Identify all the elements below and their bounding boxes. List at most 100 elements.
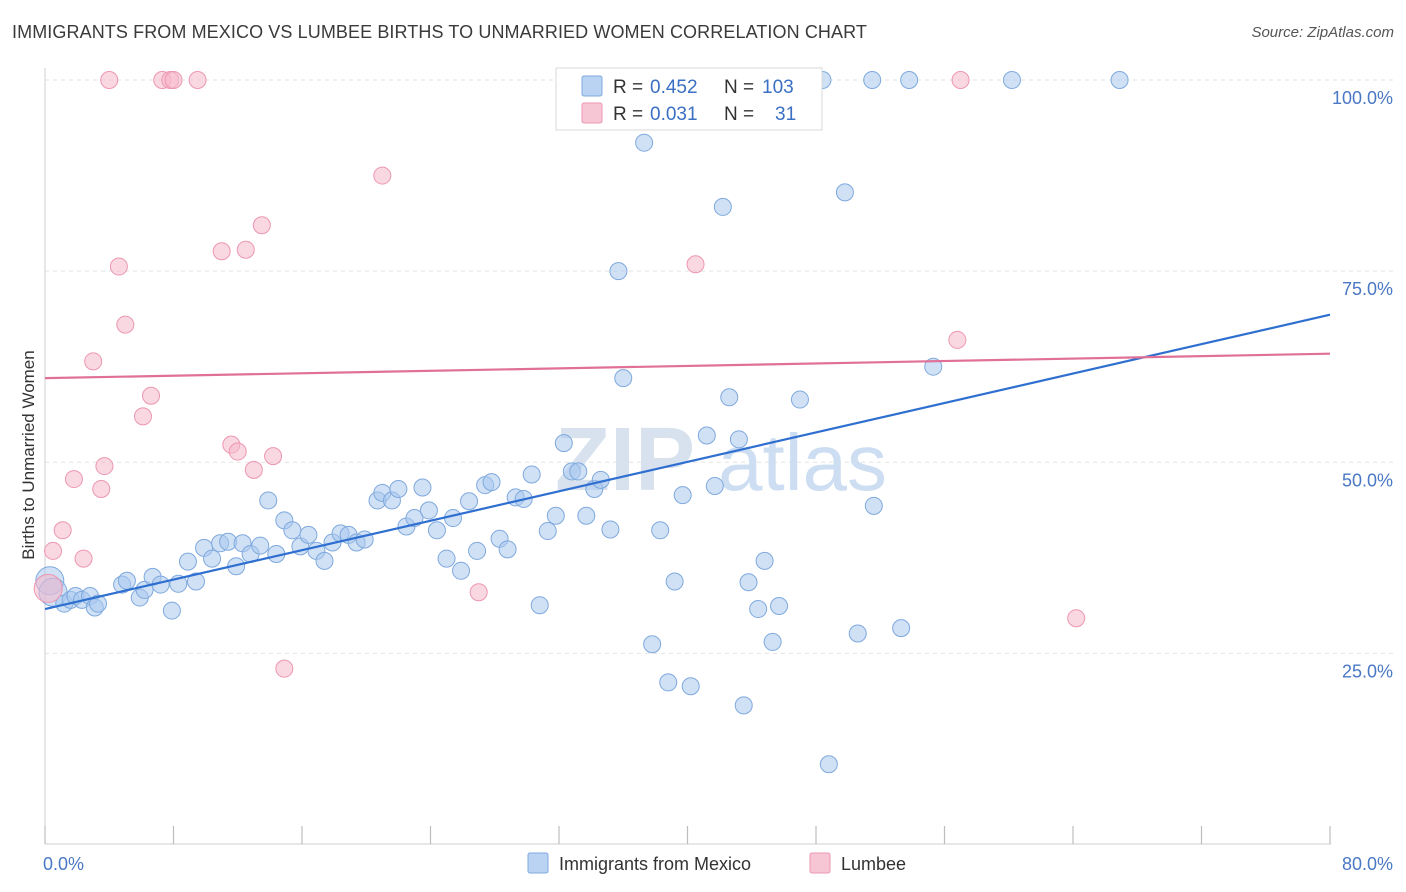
bottom-legend: Immigrants from Mexico Lumbee xyxy=(527,852,906,874)
trend-lines xyxy=(44,313,1331,611)
legend-n-value-mexico: 103 xyxy=(762,77,794,98)
lumbee-point xyxy=(686,255,705,274)
y-tick-labels: 100.0% 75.0% 50.0% 25.0% xyxy=(1332,88,1393,681)
lumbee-point xyxy=(95,457,114,476)
lumbee-trend-line xyxy=(44,352,1331,380)
mexico-point xyxy=(863,71,882,89)
lumbee-point xyxy=(244,460,263,479)
mexico-point xyxy=(763,632,782,651)
bottom-legend-swatch-mexico xyxy=(527,852,549,874)
y-tick-label: 100.0% xyxy=(1332,88,1393,108)
mexico-point xyxy=(713,197,732,216)
mexico-point xyxy=(790,390,809,409)
mexico-point xyxy=(720,388,739,407)
lumbee-point xyxy=(948,330,967,349)
y-tick-label: 50.0% xyxy=(1342,470,1393,490)
lumbee-point xyxy=(116,315,135,334)
mexico-point xyxy=(162,601,181,620)
mexico-point xyxy=(635,133,654,152)
lumbee-point xyxy=(212,242,231,261)
lumbee-point xyxy=(74,549,93,568)
watermark-zip: ZIP xyxy=(555,410,695,510)
mexico-point xyxy=(614,369,633,388)
mexico-point xyxy=(665,572,684,591)
mexico-point xyxy=(924,357,943,376)
mexico-point xyxy=(755,551,774,570)
mexico-point xyxy=(673,486,692,505)
mexico-point xyxy=(697,426,716,445)
mexico-point xyxy=(389,480,408,499)
mexico-point xyxy=(427,521,446,540)
lumbee-point xyxy=(951,71,970,89)
legend-n-label-lumbee: N = xyxy=(724,104,754,125)
mexico-point xyxy=(178,552,197,571)
mexico-point xyxy=(900,71,919,89)
mexico-point xyxy=(569,462,588,481)
mexico-point xyxy=(413,478,432,497)
bottom-legend-label-lumbee: Lumbee xyxy=(841,854,906,874)
mexico-point xyxy=(681,677,700,696)
mexico-point xyxy=(468,541,487,560)
mexico-trend-line xyxy=(44,313,1331,611)
y-axis-label: Births to Unmarried Women xyxy=(19,350,38,559)
mexico-point xyxy=(452,561,471,580)
mexico-point xyxy=(609,262,628,281)
lumbee-point xyxy=(1067,609,1086,628)
legend-r-label-lumbee: R = xyxy=(613,104,643,125)
chart-title: IMMIGRANTS FROM MEXICO VS LUMBEE BIRTHS … xyxy=(12,22,868,42)
watermark-atlas: atlas xyxy=(718,418,887,507)
lumbee-point xyxy=(84,352,103,371)
lumbee-point xyxy=(53,521,72,540)
mexico-point xyxy=(848,624,867,643)
mexico-point xyxy=(530,596,549,615)
x-tick-label: 80.0% xyxy=(1342,854,1393,874)
mexico-point xyxy=(251,536,270,555)
mexico-point xyxy=(1110,71,1129,89)
legend-n-value-lumbee: 31 xyxy=(775,104,796,125)
mexico-point xyxy=(117,571,136,590)
legend-n-label-mexico: N = xyxy=(724,77,754,98)
mexico-point xyxy=(659,673,678,692)
legend-swatch-mexico xyxy=(581,75,603,97)
legend-r-value-lumbee: 0.031 xyxy=(650,104,698,125)
lumbee-point xyxy=(44,541,63,560)
data-points xyxy=(33,71,1129,774)
mexico-point xyxy=(577,506,596,525)
lumbee-point xyxy=(164,71,183,89)
lumbee-point xyxy=(133,407,152,426)
mexico-point xyxy=(419,501,438,520)
mexico-point xyxy=(601,520,620,539)
legend-swatch-lumbee xyxy=(581,102,603,124)
mexico-point xyxy=(554,434,573,453)
mexico-point xyxy=(259,491,278,510)
mexico-point xyxy=(705,476,724,495)
mexico-point xyxy=(299,525,318,544)
mexico-point xyxy=(186,572,205,591)
y-tick-label: 25.0% xyxy=(1342,661,1393,681)
lumbee-point xyxy=(142,386,161,405)
mexico-point xyxy=(546,506,565,525)
mexico-point xyxy=(315,551,334,570)
mexico-point xyxy=(835,183,854,202)
mexico-point xyxy=(460,492,479,511)
mexico-point xyxy=(437,549,456,568)
grid-lines xyxy=(45,79,1395,654)
lumbee-point xyxy=(64,470,83,489)
mexico-point xyxy=(864,496,883,515)
legend-r-label-mexico: R = xyxy=(613,77,643,98)
mexico-point xyxy=(749,600,768,619)
mexico-point xyxy=(498,540,517,559)
y-tick-label: 75.0% xyxy=(1342,279,1393,299)
x-tick-labels: 0.0% 80.0% xyxy=(43,854,1393,874)
lumbee-point xyxy=(33,573,63,603)
mexico-point xyxy=(283,521,302,540)
lumbee-point xyxy=(252,216,271,235)
mexico-point xyxy=(522,465,541,484)
mexico-point xyxy=(819,755,838,774)
mexico-point xyxy=(651,521,670,540)
lumbee-point xyxy=(373,166,392,185)
lumbee-point xyxy=(236,240,255,259)
lumbee-point xyxy=(109,257,128,276)
x-tick-label: 0.0% xyxy=(43,854,84,874)
